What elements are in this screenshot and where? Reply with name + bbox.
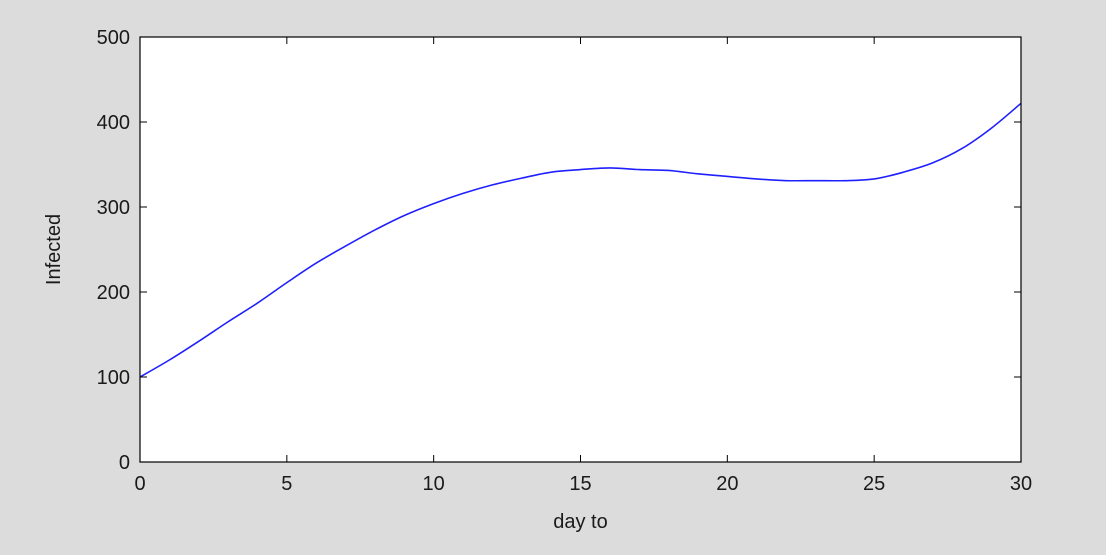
y-axis-label: Infected [43,214,65,285]
x-tick-label: 5 [281,473,292,495]
y-tick-label: 400 [97,112,130,134]
y-tick-label: 0 [119,452,130,474]
series-line [139,102,1022,378]
x-tick-label: 30 [1010,473,1032,495]
y-axis: 0 100 200 300 400 500 [97,27,1021,474]
x-tick-label: 20 [716,473,738,495]
axes-background [140,37,1021,462]
y-tick-label: 300 [97,197,130,219]
x-tick-label: 10 [423,473,445,495]
x-axis-label: day to [553,511,607,533]
y-tick-label: 200 [97,282,130,304]
y-tick-label: 500 [97,27,130,49]
x-tick-label: 15 [569,473,591,495]
series-layer [139,102,1022,378]
x-tick-label: 0 [134,473,145,495]
x-axis: 0 5 10 15 20 25 30 [134,37,1032,495]
x-tick-label: 25 [863,473,885,495]
y-tick-label: 100 [97,367,130,389]
